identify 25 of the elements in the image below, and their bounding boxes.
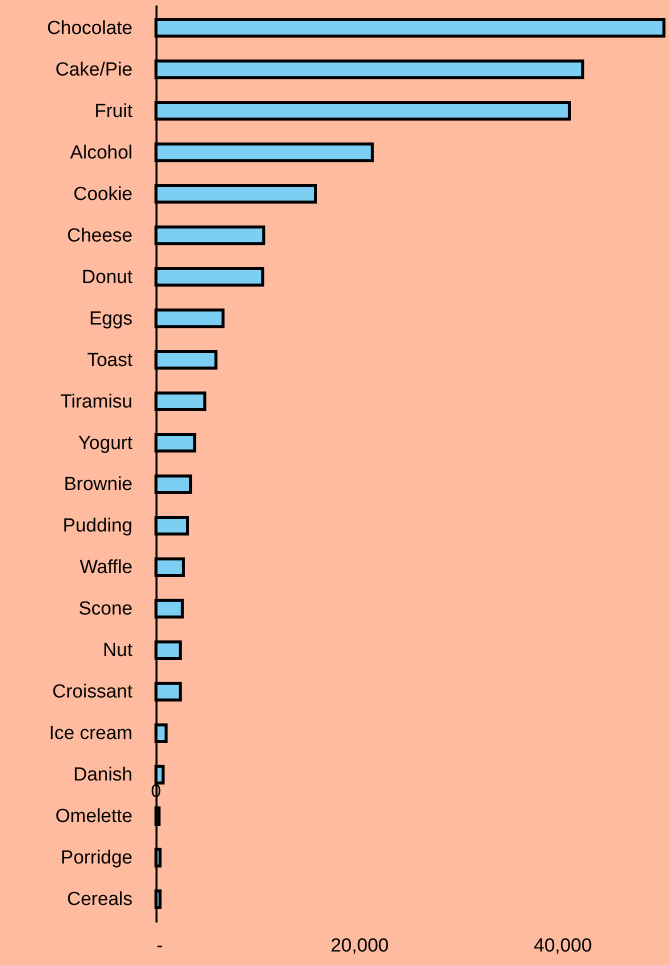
y-tick-label: Nut <box>102 640 134 662</box>
y-tick-label: Cheese <box>67 225 132 246</box>
x-tick-label: 20,000 <box>330 936 389 956</box>
y-tick-label: Porridge <box>60 848 132 869</box>
y-tick-label: Croissant <box>52 682 134 703</box>
y-tick-label: Omelette <box>55 806 132 828</box>
y-tick-label: Toast <box>87 350 134 371</box>
y-tick-label: Eggs <box>89 308 132 330</box>
y-tick-label: Chocolate <box>46 18 132 39</box>
y-tick-label: Waffle <box>80 557 132 578</box>
y-tick-label: Cereals <box>67 889 132 910</box>
y-tick-label: Cake/Pie <box>55 59 132 80</box>
y-tick-label: Pudding <box>62 516 132 537</box>
x-tick-label: - <box>156 936 163 956</box>
y-tick-label: Fruit <box>94 100 134 122</box>
y-tick-label: Danish <box>73 764 132 786</box>
y-tick-label: Tiramisu <box>60 391 132 412</box>
y-tick-label: Cookie <box>73 184 132 205</box>
y-tick-label: Donut <box>82 266 134 288</box>
y-tick-label: Scone <box>78 598 132 620</box>
x-tick-label: 40,000 <box>534 936 592 956</box>
y-tick-label: Alcohol <box>70 142 132 164</box>
y-tick-label: Brownie <box>64 474 132 496</box>
y-tick-label: Yogurt <box>78 432 134 454</box>
y-tick-label: Ice cream <box>49 723 132 744</box>
